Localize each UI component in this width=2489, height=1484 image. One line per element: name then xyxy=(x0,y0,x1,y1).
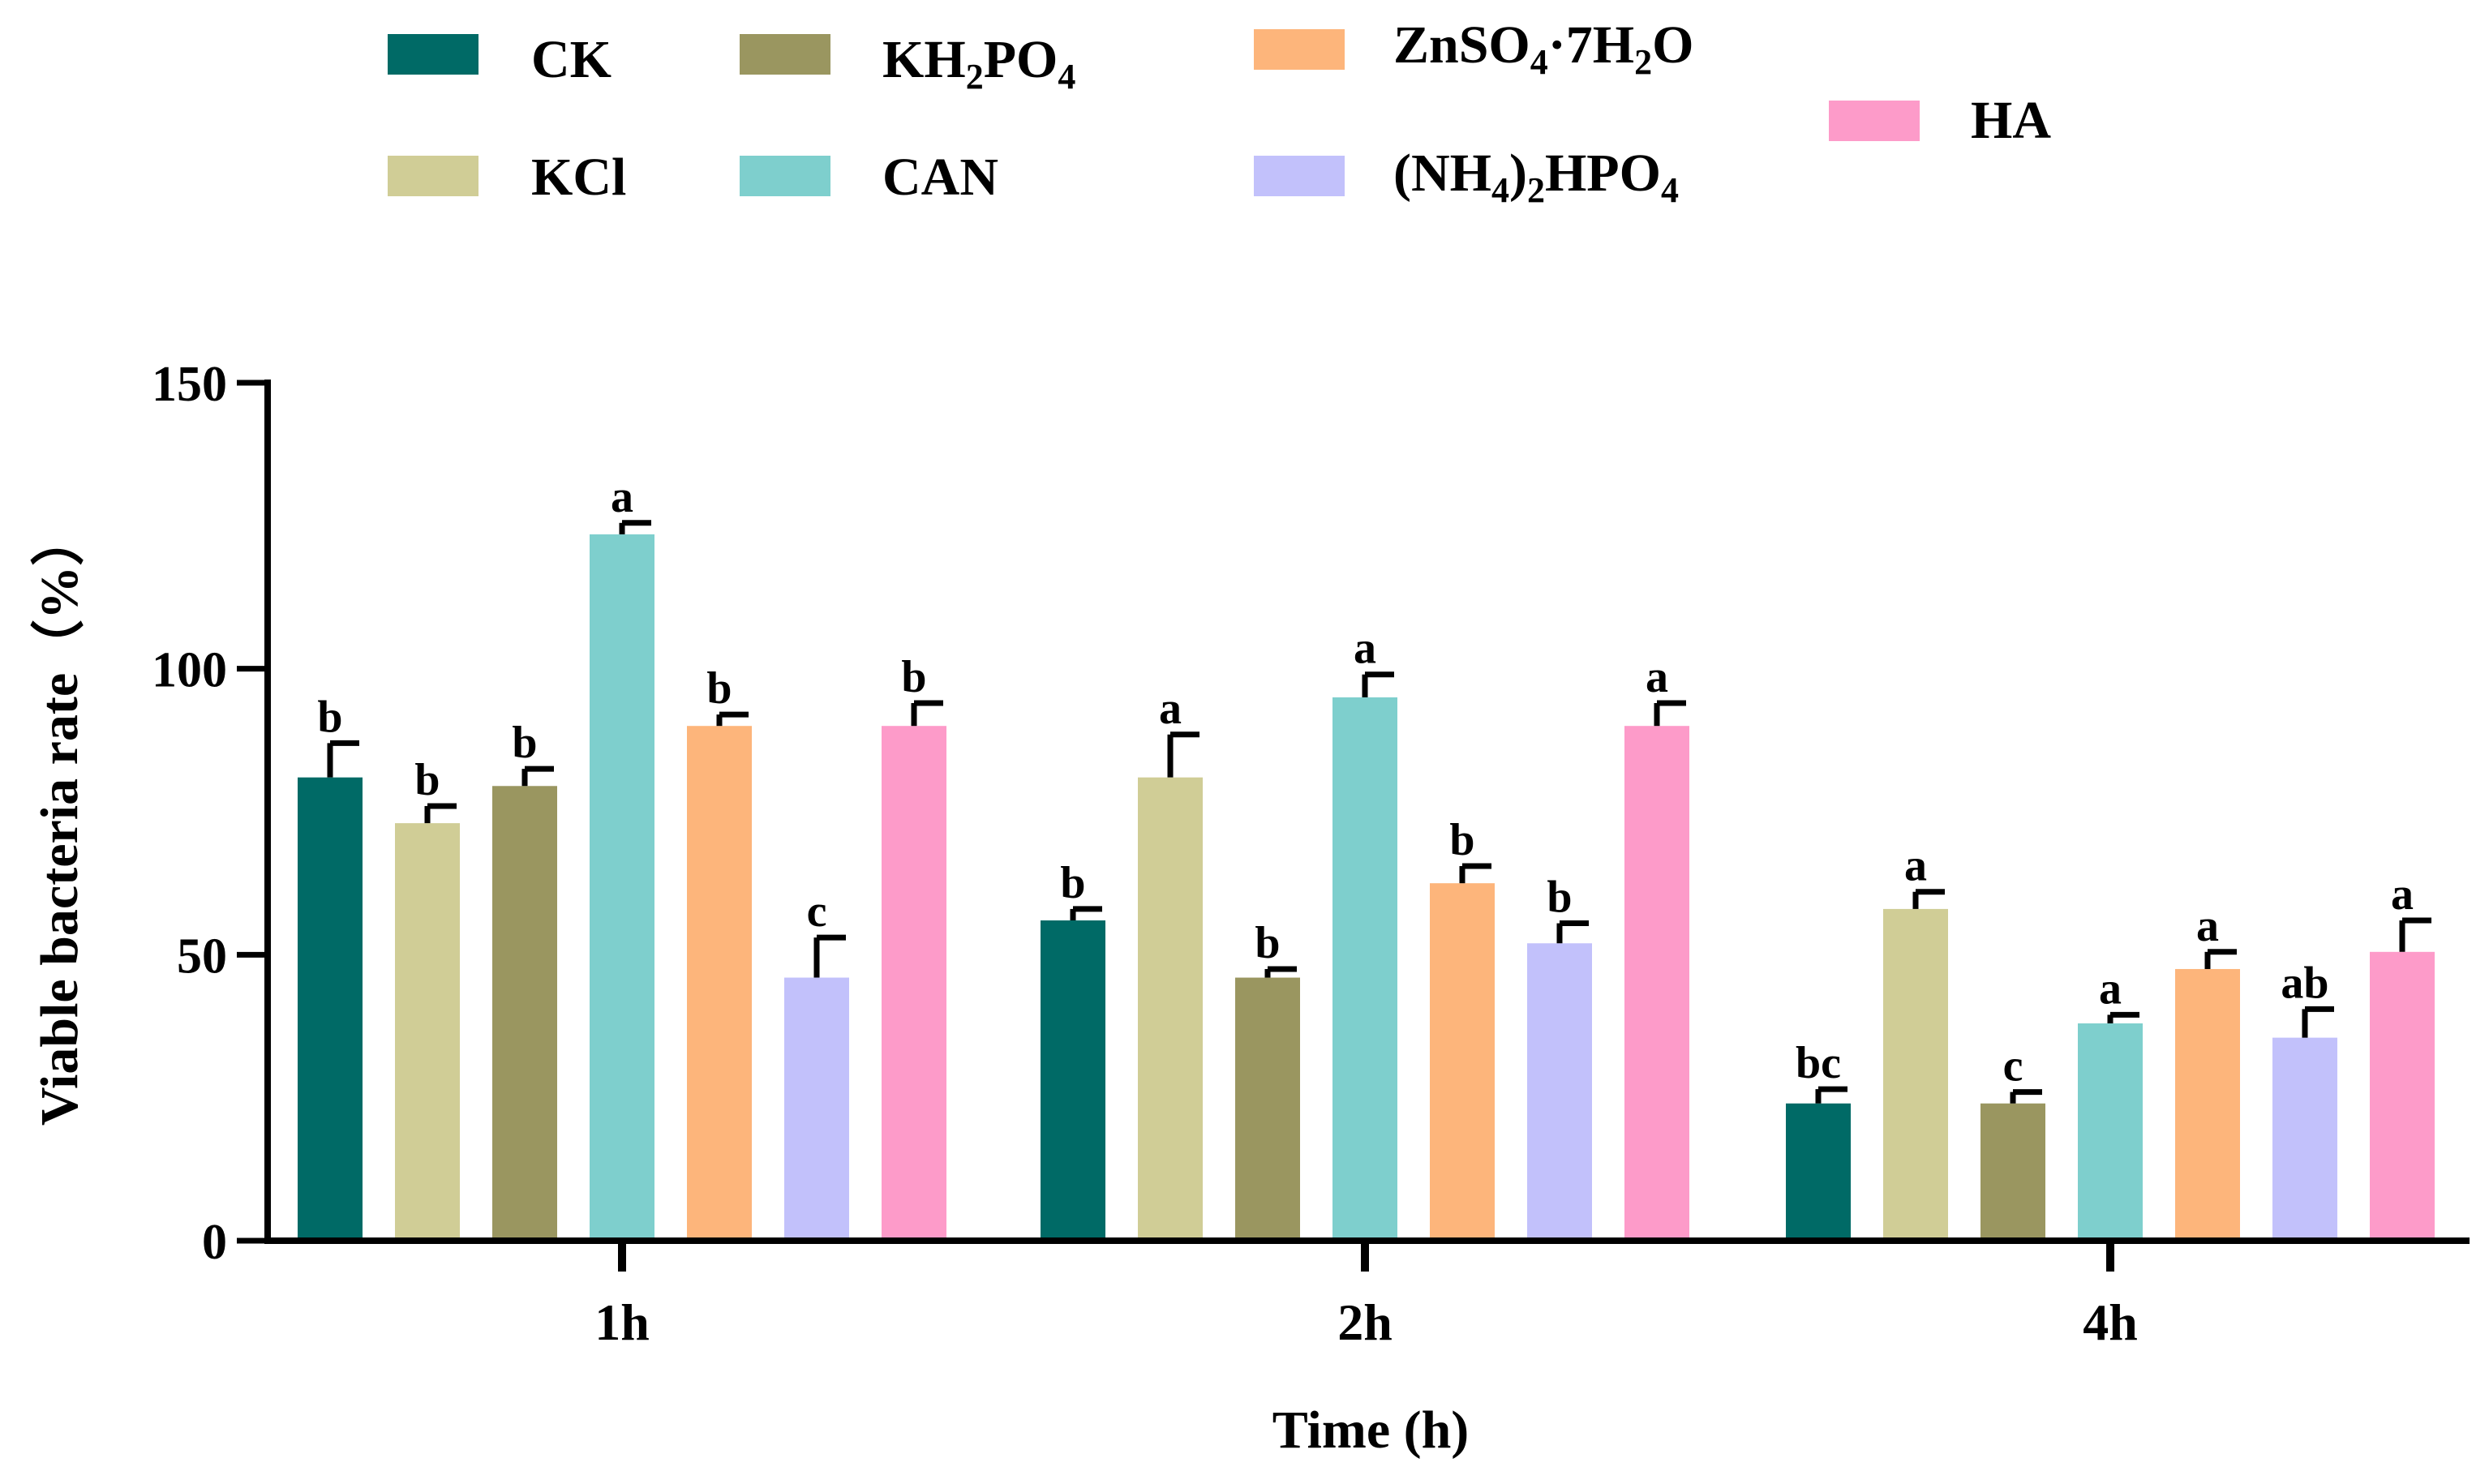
legend-label: CAN xyxy=(882,148,998,207)
bar-ck-4h xyxy=(1786,1103,1851,1241)
significance-letter: c xyxy=(2003,1041,2023,1092)
x-tick-label-2h: 2h xyxy=(1337,1293,1393,1351)
legend: CK KH2PO4 ZnSO4·7H2O HA KCl CAN (NH4)2HPO4 xyxy=(388,15,2051,210)
error-bar-ck-1h xyxy=(327,740,359,778)
legend-item-can: CAN xyxy=(740,148,998,207)
legend-swatch xyxy=(388,156,478,196)
significance-letter: b xyxy=(1449,815,1474,865)
error-bar-kcl-1h xyxy=(424,803,457,824)
legend-swatch xyxy=(740,34,830,75)
significance-letter: b xyxy=(706,663,732,714)
error-bar-ha-4h xyxy=(2399,917,2431,952)
y-tick-label: 150 xyxy=(152,357,227,412)
bars xyxy=(298,534,2435,1241)
legend-item-ck: CK xyxy=(388,30,612,89)
significance-letter: a xyxy=(2391,869,2414,920)
error-bar-kcl-2h xyxy=(1167,731,1199,778)
error-bar-ck-4h xyxy=(1815,1086,1847,1104)
legend-swatch xyxy=(1254,156,1345,196)
error-bar-ha-1h xyxy=(911,700,943,727)
significance-letter: a xyxy=(1904,841,1927,891)
x-tick-label-4h: 4h xyxy=(2083,1293,2138,1351)
bar-nh-hpo-4h xyxy=(2272,1037,2337,1241)
bar-ck-1h xyxy=(298,777,363,1241)
significance-letter: b xyxy=(901,652,926,702)
significance-letter: a xyxy=(1646,652,1668,702)
bar-kcl-1h xyxy=(395,823,460,1241)
bar-kcl-4h xyxy=(1883,908,1948,1241)
significance-letter: b xyxy=(1547,873,1572,923)
error-bar-kcl-4h xyxy=(1912,889,1945,909)
legend-swatch xyxy=(1829,101,1920,141)
legend-swatch xyxy=(740,156,830,196)
legend-label: CK xyxy=(531,30,612,89)
error-bar-kh-po-4h xyxy=(2010,1089,2042,1104)
error-bar-can-1h xyxy=(619,520,651,534)
legend-label: KCl xyxy=(531,148,626,207)
axes: 0 50 100 150 1h 2h 4h xyxy=(152,357,2470,1351)
y-tick-label: 0 xyxy=(202,1215,227,1270)
bar-kh-po-1h xyxy=(492,786,557,1241)
bar-can-4h xyxy=(2078,1023,2143,1241)
legend-item-kcl: KCl xyxy=(388,148,626,207)
legend-item-ha: HA xyxy=(1829,91,2051,150)
legend-label: HA xyxy=(1971,91,2051,150)
bar-can-2h xyxy=(1332,697,1397,1241)
bar-znso-7h-o-2h xyxy=(1430,883,1495,1241)
error-bar-nh-hpo-1h xyxy=(813,934,846,978)
legend-label: KH2PO4 xyxy=(882,30,1075,97)
error-bar-nh-hpo-2h xyxy=(1556,920,1589,944)
error-bar-kh-po-1h xyxy=(521,766,554,787)
significance-letter: c xyxy=(807,886,827,937)
significance-letter: a xyxy=(1159,684,1182,734)
y-tick-label: 100 xyxy=(152,643,227,698)
error-bar-ha-2h xyxy=(1654,700,1686,727)
error-bar-znso-7h-o-2h xyxy=(1459,863,1491,884)
bar-znso-7h-o-1h xyxy=(687,726,752,1241)
significance-letter: bc xyxy=(1796,1038,1841,1088)
y-axis-title: Viable bacteria rate（%） xyxy=(29,513,89,1126)
bar-nh-hpo-2h xyxy=(1527,943,1592,1241)
bar-ha-4h xyxy=(2370,951,2435,1241)
legend-item-znso4-7h2o: ZnSO4·7H2O xyxy=(1254,15,1693,82)
legend-label: ZnSO4·7H2O xyxy=(1393,15,1693,82)
error-bar-kh-po-2h xyxy=(1264,966,1297,978)
error-bar-can-4h xyxy=(2107,1011,2139,1023)
x-axis-title: Time (h) xyxy=(1272,1400,1470,1460)
x-tick-label-1h: 1h xyxy=(594,1293,650,1351)
y-tick-label: 50 xyxy=(177,929,227,984)
legend-item-kh2po4: KH2PO4 xyxy=(740,30,1075,97)
significance-letter: a xyxy=(1354,624,1376,674)
significance-letter: a xyxy=(611,472,633,522)
significance-letter: a xyxy=(2099,963,2122,1014)
bar-nh-hpo-1h xyxy=(784,977,849,1241)
bar-ha-2h xyxy=(1624,726,1689,1241)
error-bar-znso-7h-o-1h xyxy=(716,711,749,727)
significance-letter: b xyxy=(1060,858,1085,908)
bar-ha-1h xyxy=(882,726,946,1241)
error-bars xyxy=(327,520,2431,1104)
significance-letter: b xyxy=(512,718,537,768)
bar-ck-2h xyxy=(1041,920,1105,1241)
legend-label: (NH4)2HPO4 xyxy=(1393,144,1679,210)
error-bar-ck-2h xyxy=(1070,906,1102,921)
bar-kh-po-4h xyxy=(1980,1103,2045,1241)
bar-kcl-2h xyxy=(1138,777,1203,1241)
legend-item-nh4-2hpo4: (NH4)2HPO4 xyxy=(1254,144,1679,210)
significance-letter: b xyxy=(317,692,342,742)
legend-swatch xyxy=(388,34,478,75)
bar-kh-po-2h xyxy=(1235,977,1300,1241)
significance-letter: b xyxy=(1255,918,1280,968)
bar-can-1h xyxy=(590,534,654,1241)
legend-swatch xyxy=(1254,29,1345,70)
significance-letter: ab xyxy=(2281,958,2328,1008)
significance-letter: a xyxy=(2196,901,2219,951)
significance-letter: b xyxy=(414,755,440,805)
error-bar-can-2h xyxy=(1362,671,1394,697)
error-bar-znso-7h-o-4h xyxy=(2204,949,2237,969)
error-bar-nh-hpo-4h xyxy=(2302,1006,2334,1038)
bar-znso-7h-o-4h xyxy=(2175,968,2240,1241)
